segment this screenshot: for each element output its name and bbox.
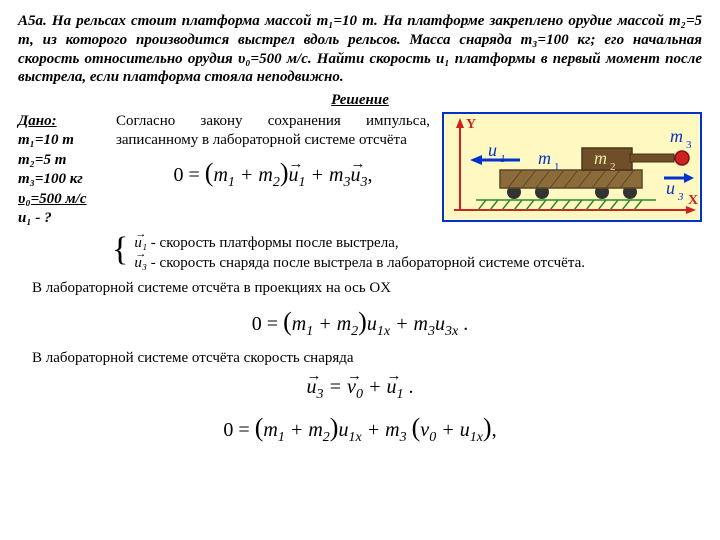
problem-text: На рельсах стоит платформа массой m₁=10 … xyxy=(18,13,702,85)
velocity-definitions: { u₁ - скорость платформы после выстрела… xyxy=(112,233,702,274)
svg-text:X: X xyxy=(688,193,698,208)
narrative-p1: Согласно закону сохранения импульса, зап… xyxy=(116,112,430,150)
given-q: u₁ - ? xyxy=(18,209,108,229)
diagram: Y X xyxy=(442,112,702,228)
u3-desc: - скорость снаряда после выстрела в лабо… xyxy=(151,255,585,271)
given-l1: m₁=10 т xyxy=(18,131,108,151)
equation-2: 0 = (m1 + m2)u1x + m3u3x . xyxy=(18,306,702,341)
given-l2: m₂=5 т xyxy=(18,151,108,171)
narrative-p2: В лабораторной системе отсчёта в проекци… xyxy=(32,279,702,298)
u1-desc: - скорость платформы после выстрела, xyxy=(151,235,399,251)
svg-text:1: 1 xyxy=(554,161,560,173)
svg-text:m: m xyxy=(594,148,607,168)
problem-statement: A5а. На рельсах стоит платформа массой m… xyxy=(18,12,702,87)
svg-text:m: m xyxy=(670,126,683,146)
solution-row: Дано: m₁=10 т m₂=5 т m₃=100 кг υ₀=500 м/… xyxy=(18,112,702,229)
equation-1: 0 = (m1 + m2)u1 + m3u3, xyxy=(116,157,430,192)
given-l4: υ₀=500 м/с xyxy=(18,190,108,210)
given-l3: m₃=100 кг xyxy=(18,170,108,190)
u3-line: u₃ - скорость снаряда после выстрела в л… xyxy=(134,253,585,273)
svg-text:3: 3 xyxy=(677,191,684,203)
svg-text:3: 3 xyxy=(686,139,692,151)
given-title: Дано: xyxy=(18,112,108,132)
diagram-svg: Y X xyxy=(442,112,702,222)
svg-text:Y: Y xyxy=(466,117,476,132)
solution-title: Решение xyxy=(18,91,702,110)
equation-4: 0 = (m1 + m2)u1x + m3 (v0 + u1x), xyxy=(18,412,702,447)
svg-text:2: 2 xyxy=(610,161,616,173)
velocity-lines: u₁ - скорость платформы после выстрела, … xyxy=(134,233,585,274)
narrative-p3: В лабораторной системе отсчёта скорость … xyxy=(32,349,702,368)
problem-label: A5а. xyxy=(18,13,47,29)
u1-line: u₁ - скорость платформы после выстрела, xyxy=(134,233,585,253)
svg-text:1: 1 xyxy=(500,153,506,165)
equation-3: u3 = v0 + u1 . xyxy=(18,375,702,404)
given-block: Дано: m₁=10 т m₂=5 т m₃=100 кг υ₀=500 м/… xyxy=(18,112,108,229)
svg-text:m: m xyxy=(538,148,551,168)
narrative-col: Согласно закону сохранения импульса, зап… xyxy=(116,112,434,200)
u3-sym: u₃ xyxy=(134,255,147,271)
brace-icon: { xyxy=(112,233,128,266)
